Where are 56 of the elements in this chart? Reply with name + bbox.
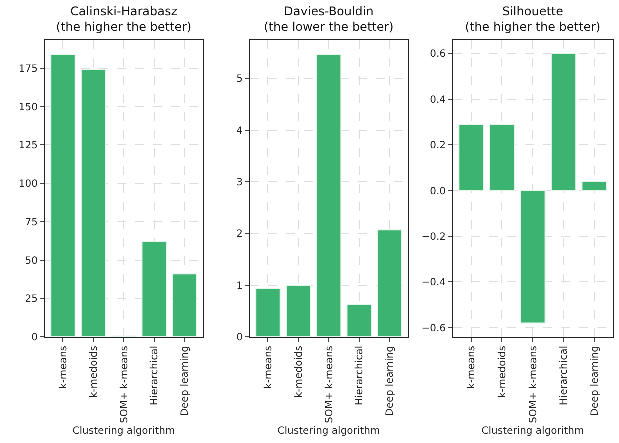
x-tick-label: k-medoids	[497, 346, 508, 398]
bar	[286, 285, 312, 337]
x-tick-label: k-medoids	[294, 346, 305, 398]
y-tick-label: 5	[236, 74, 243, 86]
x-tick-label: SOM+ k-means	[119, 346, 130, 424]
bar	[172, 274, 198, 337]
y-tick-label: −0.2	[422, 232, 446, 243]
bar	[520, 190, 546, 324]
bar	[316, 54, 342, 337]
bar	[489, 124, 516, 192]
y-tick-label: 1	[236, 280, 243, 292]
x-axis-title: Clustering algorithm	[482, 426, 584, 437]
x-tick-label: Hierarchical	[150, 346, 161, 406]
y-tick-label: 3	[236, 178, 243, 189]
y-tick-label: 2	[236, 229, 243, 240]
y-tick-label: 150	[18, 102, 38, 114]
x-tick-label: k-means	[58, 346, 70, 389]
y-tick-label: −0.6	[422, 323, 446, 334]
x-tick-label: Deep learning	[590, 346, 601, 416]
bar	[458, 124, 484, 192]
y-tick-label: 0.0	[430, 186, 446, 198]
bar	[256, 288, 281, 337]
y-tick-label: 175	[18, 64, 38, 75]
x-tick-label: Hierarchical	[559, 346, 570, 406]
y-tick-label: 75	[25, 217, 38, 228]
x-tick-label: Deep learning	[385, 346, 396, 416]
y-tick-label: 0.4	[430, 94, 446, 106]
chart-title: Calinski-Harabasz (the higher the better)	[56, 4, 192, 34]
x-axis-title: Clustering algorithm	[278, 426, 380, 437]
x-axis-title: Clustering algorithm	[72, 426, 176, 437]
bar	[80, 69, 106, 337]
bar	[346, 304, 372, 337]
y-tick-label: −0.4	[422, 278, 446, 289]
y-tick-label: 0.6	[430, 49, 446, 60]
x-tick-label: SOM+ k-means	[528, 346, 540, 424]
x-tick-label: Deep learning	[180, 346, 192, 416]
y-tick-label: 125	[18, 140, 38, 152]
y-tick-label: 25	[25, 294, 38, 306]
x-tick-label: SOM+ k-means	[324, 346, 336, 424]
x-tick-label: k-medoids	[88, 346, 100, 398]
x-tick-label: k-means	[263, 346, 274, 389]
x-tick-label: Hierarchical	[354, 346, 366, 406]
y-tick-label: 100	[18, 179, 38, 190]
bar	[50, 54, 76, 337]
x-tick-label: k-means	[466, 346, 478, 389]
y-tick-label: 4	[236, 126, 243, 137]
chart-title: Davies-Bouldin (the lower the better)	[264, 4, 394, 34]
y-tick-label: 0	[236, 332, 243, 344]
chart-title: Silhouette (the higher the better)	[465, 4, 601, 34]
y-tick-label: 50	[25, 256, 38, 267]
bar	[142, 241, 168, 337]
bar	[582, 181, 608, 192]
y-tick-label: 0	[32, 332, 38, 344]
bar	[377, 230, 402, 337]
bar	[550, 53, 577, 192]
y-tick-label: 0.2	[430, 140, 446, 152]
